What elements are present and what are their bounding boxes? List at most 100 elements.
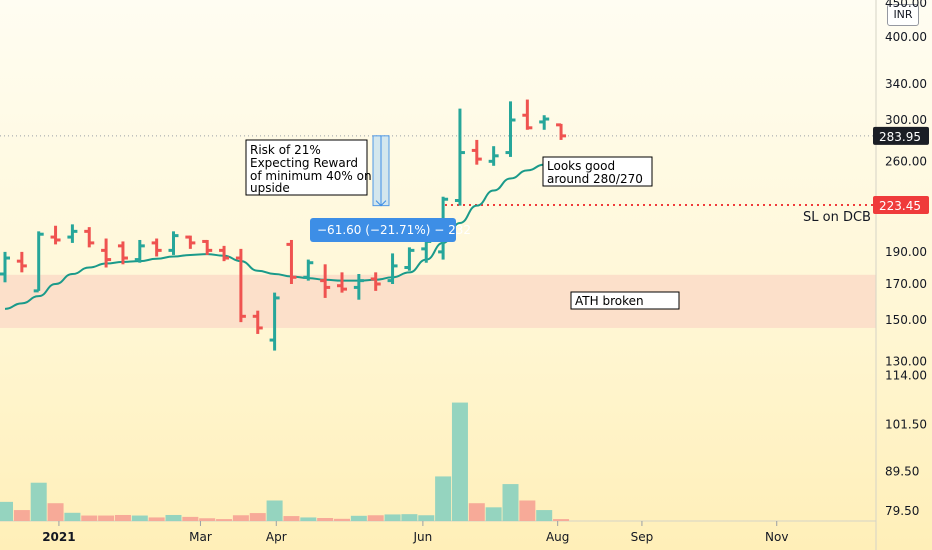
time-tick: Apr xyxy=(266,530,287,544)
volume-bar xyxy=(249,513,266,521)
volume-bar xyxy=(131,515,148,521)
ohlc-bar xyxy=(134,239,145,263)
volume-bar xyxy=(485,507,502,521)
ohlc-bar xyxy=(337,272,347,293)
ohlc-bar xyxy=(556,123,567,140)
ohlc-bar xyxy=(202,239,213,255)
volume-bar xyxy=(266,500,283,521)
price-tick: 260.00 xyxy=(885,154,927,168)
price-tick: 340.00 xyxy=(885,77,927,91)
ohlc-bar xyxy=(151,238,162,257)
ohlc-bar xyxy=(117,241,128,265)
looks-good-note-box xyxy=(542,156,653,187)
ohlc-bar xyxy=(269,292,280,351)
volume-bar xyxy=(182,516,199,521)
volume-bar xyxy=(199,518,216,521)
price-tick: 450.00 xyxy=(885,0,927,10)
time-tick: Mar xyxy=(189,530,212,544)
risk-note[interactable]: Risk of 21% Expecting Reward of minimum … xyxy=(245,139,372,196)
ohlc-bar xyxy=(185,235,196,249)
volume-bar xyxy=(232,515,249,521)
volume-bar xyxy=(451,402,468,521)
volume-bars xyxy=(0,402,570,521)
time-tick: Sep xyxy=(631,530,654,544)
time-tick: Aug xyxy=(546,530,569,544)
risk-note-line-3: of minimum 40% on xyxy=(250,169,372,183)
stop-loss-tag-label: 223.45 xyxy=(879,199,921,213)
ohlc-bar xyxy=(387,253,398,284)
price-tick: 150.00 xyxy=(885,313,927,327)
ohlc-bar xyxy=(101,238,112,268)
ohlc-bar xyxy=(488,146,499,166)
price-tick: 170.00 xyxy=(885,277,927,291)
ohlc-bar xyxy=(303,259,314,281)
volume-bar xyxy=(468,503,485,521)
volume-tick: 114.00 xyxy=(885,369,927,383)
volume-bar xyxy=(401,514,418,521)
volume-tick: 89.50 xyxy=(885,465,919,479)
ohlc-bar xyxy=(286,239,297,284)
ohlc-bar xyxy=(219,245,230,262)
stop-loss-caption: SL on DCB xyxy=(803,210,871,225)
ath-note-box xyxy=(570,291,680,310)
ohlc-bar xyxy=(454,108,465,206)
ath-zone-band xyxy=(0,274,876,328)
measure-tool[interactable]: −61.60 (−21.71%) − 232 xyxy=(310,135,471,242)
looks-good-line-2: around 280/270 xyxy=(547,172,643,186)
ohlc-bar xyxy=(353,273,364,300)
volume-axis: 114.00 101.50 89.50 79.50 xyxy=(885,369,927,518)
volume-bar xyxy=(317,517,334,521)
price-tick: 400.00 xyxy=(885,30,927,44)
time-tick: Nov xyxy=(765,530,788,544)
time-axis: 2021 Mar Apr Jun Aug Sep Nov xyxy=(42,521,788,544)
ohlc-bar xyxy=(235,248,246,323)
volume-bar xyxy=(13,510,30,521)
volume-bar xyxy=(334,518,350,521)
volume-bar xyxy=(519,500,536,521)
volume-bar xyxy=(283,516,300,521)
moving-average-line xyxy=(4,159,562,310)
volume-bar xyxy=(0,501,13,521)
measure-arrow-head xyxy=(375,200,387,207)
ohlc-bar xyxy=(0,251,10,283)
last-price-tag-box xyxy=(873,126,929,145)
ohlc-bar xyxy=(522,99,533,130)
volume-bar xyxy=(350,515,367,521)
ohlc-bar xyxy=(370,272,381,291)
risk-note-line-1: Risk of 21% xyxy=(250,143,321,157)
ohlc-bar xyxy=(168,231,179,255)
price-axis: 450.00 400.00 340.00 300.00 260.00 190.00 170.… xyxy=(885,0,927,368)
volume-bar xyxy=(502,484,519,521)
ohlc-bar xyxy=(404,247,415,271)
volume-bar xyxy=(114,514,131,521)
ohlc-bar xyxy=(252,310,263,334)
price-tick: 190.00 xyxy=(885,245,927,259)
volume-bar xyxy=(98,515,115,521)
price-tick: 130.00 xyxy=(885,354,927,368)
volume-bar xyxy=(435,476,452,521)
currency-badge[interactable]: INR xyxy=(887,4,919,26)
volume-bar xyxy=(300,517,317,521)
volume-tick: 79.50 xyxy=(885,504,919,518)
volume-bar xyxy=(47,503,64,521)
measure-label-box xyxy=(310,218,456,242)
ohlc-bar xyxy=(505,101,516,157)
volume-bar xyxy=(30,482,47,521)
ohlc-bar xyxy=(16,251,27,273)
ohlc-bar xyxy=(50,225,61,245)
ohlc-bar xyxy=(539,115,550,130)
ath-note[interactable]: ATH broken xyxy=(570,291,680,310)
volume-bar xyxy=(148,517,165,521)
volume-bar xyxy=(418,515,435,521)
last-price-tag: 283.95 xyxy=(873,126,929,145)
ath-note-label: ATH broken xyxy=(575,294,644,308)
ohlc-bar xyxy=(67,224,78,243)
price-tick: 300.00 xyxy=(885,113,927,127)
looks-good-line-1: Looks good xyxy=(547,159,615,173)
volume-bar xyxy=(367,515,384,521)
ohlc-bar xyxy=(84,227,95,248)
looks-good-note[interactable]: Looks good around 280/270 xyxy=(542,156,653,187)
ohlc-bar xyxy=(320,264,331,298)
measure-label: −61.60 (−21.71%) − 232 xyxy=(317,223,471,237)
